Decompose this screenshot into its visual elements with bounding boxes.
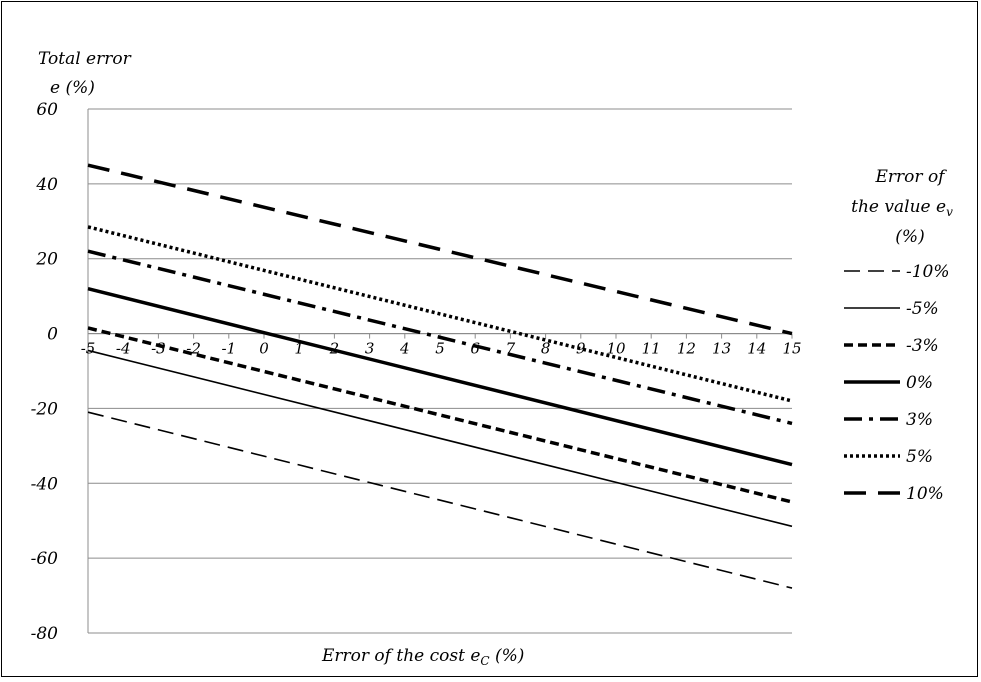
axes [88,109,792,633]
x-tick-label-18: 13 [712,340,731,358]
legend-label-1: -5% [906,299,939,319]
legend-title-line1: Error of [875,167,948,187]
x-tick-label-1: -4 [116,340,131,358]
x-axis-title-sub: C [480,654,489,668]
x-tick-label-8: 3 [365,340,375,358]
legend-title-line2-main: the value e [851,197,946,217]
x-tick-label-7: 2 [329,340,340,358]
x-tick-label-11: 6 [470,340,480,358]
x-tick-label-15: 10 [606,340,626,358]
x-axis-title-suffix: (%) [490,646,525,666]
legend-label-5: 5% [906,447,933,467]
x-tick-label-0: -5 [81,340,96,358]
legend-label-3: 0% [906,373,933,393]
grid [88,109,792,633]
series-lines [88,165,792,588]
legend-items: -10% -5% -3% 0% 3% 5% 10% [844,262,950,504]
x-tick-label-13: 8 [541,340,551,358]
legend-label-4: 3% [906,410,933,430]
y-tick-label-2: 20 [35,250,58,270]
x-tick-label-5: 0 [259,340,269,358]
x-axis-title-main: Error of the cost e [321,646,480,666]
x-tick-label-14: 9 [576,340,586,358]
x-axis-title: Error of the cost eC (%) [321,646,524,668]
legend-title-line3: (%) [895,227,924,247]
x-tick-label-9: 4 [399,340,410,358]
x-tick-label-12: 7 [506,340,516,358]
y-axis-title-line1: Total error [38,49,132,69]
x-tick-label-10: 5 [435,340,445,358]
y-tick-label-3: 0 [47,325,58,345]
x-tick-label-17: 12 [677,340,696,358]
x-tick-labels: -5 -4 -3 -2 -1 0 1 2 3 4 5 6 7 8 9 10 11 12 13 14 15 [81,340,802,358]
x-tick-label-3: -2 [186,340,201,358]
x-tick-label-6: 1 [294,340,304,358]
legend-title-sub: v [946,205,953,219]
legend-title-line2: the value ev [851,197,953,219]
x-tick-label-16: 11 [642,340,661,358]
x-tick-label-19: 14 [747,340,766,358]
y-tick-label-1: 40 [35,175,58,195]
y-tick-labels: 60 40 20 0 -20 -40 -60 -80 [31,100,59,644]
legend-label-2: -3% [906,336,939,356]
legend: Error of the value ev (%) -10% -5% -3% 0% 3%… [844,167,953,504]
x-tick-label-20: 15 [782,340,801,358]
y-tick-label-7: -80 [31,624,59,644]
x-tick-label-2: -3 [151,340,166,358]
legend-label-6: 10% [906,484,944,504]
series-line-6 [88,165,792,333]
y-tick-label-0: 60 [36,100,58,120]
y-axis-title-line2: e (%) [50,78,95,98]
x-tick-label-4: -1 [221,340,236,358]
y-tick-label-6: -60 [31,549,59,569]
y-tick-label-5: -40 [31,474,59,494]
y-tick-label-4: -20 [31,399,59,419]
legend-label-0: -10% [906,262,950,282]
